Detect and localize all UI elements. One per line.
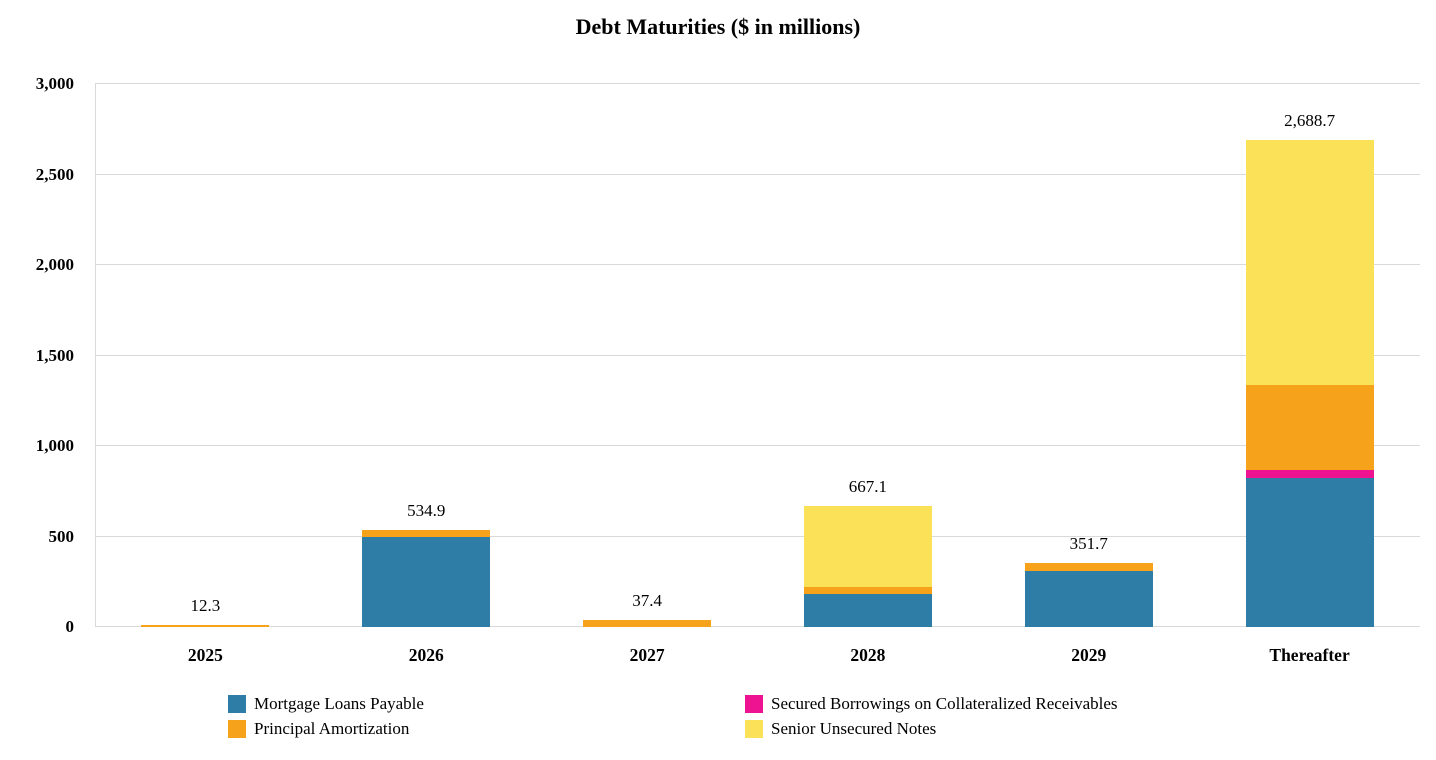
y-tick-label: 500	[48, 526, 75, 546]
legend-label: Principal Amortization	[254, 719, 410, 738]
legend-item: Mortgage Loans Payable	[228, 692, 424, 716]
x-category-label: 2028	[850, 645, 886, 665]
legend-item: Secured Borrowings on Collateralized Rec…	[745, 692, 1118, 716]
bar-total-label: 2,688.7	[1284, 111, 1336, 131]
x-category-label: 2027	[629, 645, 665, 665]
legend-label: Senior Unsecured Notes	[771, 719, 937, 738]
legend-item: Principal Amortization	[228, 717, 424, 741]
bar-segment	[803, 594, 932, 627]
bar-segment	[1024, 570, 1153, 627]
x-category-label: 2025	[187, 645, 223, 665]
legend-swatch-icon	[228, 720, 246, 738]
bar-total-label: 12.3	[190, 595, 221, 615]
y-tick-label: 1,500	[35, 345, 74, 365]
gridline	[95, 445, 1420, 446]
y-tick-label: 2,500	[35, 164, 74, 184]
legend-label: Mortgage Loans Payable	[254, 694, 424, 713]
bar-segment	[362, 537, 491, 627]
legend-label: Secured Borrowings on Collateralized Rec…	[771, 694, 1118, 713]
y-tick-label: 2,000	[35, 255, 74, 274]
bar-segment	[1245, 470, 1374, 479]
gridline	[95, 354, 1420, 356]
legend-column-left: Mortgage Loans Payable Principal Amortiza…	[228, 692, 424, 742]
gridline	[95, 626, 1420, 627]
bar-segment	[1024, 563, 1153, 571]
bar-segment	[1245, 478, 1374, 627]
y-tick-label: 1,000	[35, 436, 74, 455]
bar-segment	[803, 587, 932, 595]
plot-area: 12.3 534.9 37.4 667.1 351.7 2,688.7	[95, 83, 1420, 627]
y-axis-line	[95, 84, 96, 627]
legend-column-right: Secured Borrowings on Collateralized Rec…	[745, 692, 1118, 742]
x-category-label: Thereafter	[1269, 645, 1350, 665]
y-tick-label: 3,000	[35, 74, 74, 93]
bar-total-label: 667.1	[848, 477, 888, 497]
gridline	[95, 83, 1420, 84]
bar-total-label: 534.9	[407, 501, 446, 521]
bar-segment	[362, 530, 491, 538]
bar-segment	[1245, 140, 1374, 386]
gridline	[95, 535, 1420, 537]
bar-segment	[141, 624, 270, 627]
bar-segment	[803, 506, 932, 588]
gridline	[95, 264, 1420, 265]
x-category-label: 2029	[1071, 645, 1107, 665]
gridline	[95, 173, 1420, 175]
x-category-label: 2026	[408, 645, 444, 665]
legend-swatch-icon	[745, 695, 763, 713]
legend-item: Senior Unsecured Notes	[745, 717, 1118, 741]
legend-swatch-icon	[745, 720, 763, 738]
bar-segment	[583, 620, 712, 627]
legend-swatch-icon	[228, 695, 246, 713]
legend: Mortgage Loans Payable Principal Amortiza…	[0, 692, 1436, 752]
bar-total-label: 37.4	[632, 591, 662, 611]
bar-total-label: 351.7	[1069, 534, 1108, 554]
chart-title: Debt Maturities ($ in millions)	[575, 14, 861, 39]
y-tick-label: 0	[65, 617, 75, 636]
bar-segment	[1245, 385, 1374, 471]
